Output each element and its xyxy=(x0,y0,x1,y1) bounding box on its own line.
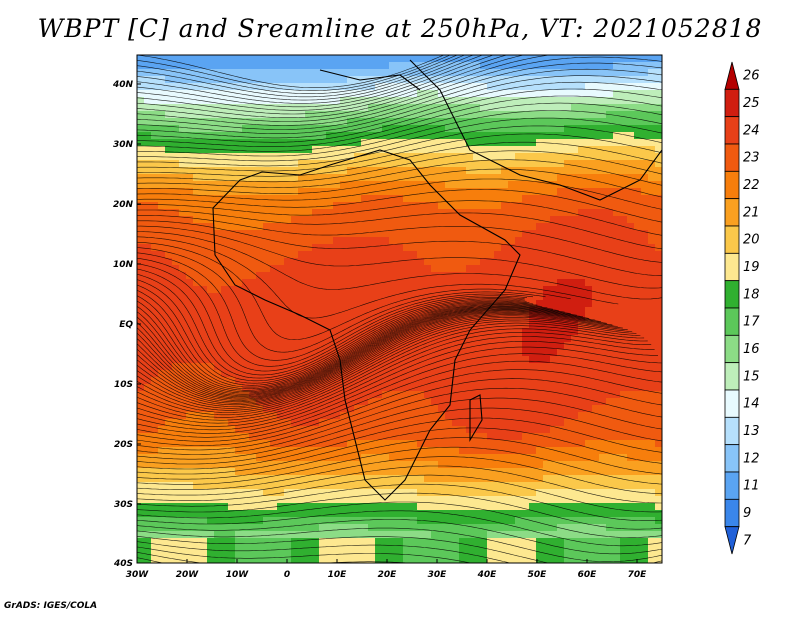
lon-label: 50E xyxy=(528,570,548,580)
colorbar-swatch xyxy=(724,88,740,118)
colorbar-swatch xyxy=(724,444,740,473)
colorbar-label: 19 xyxy=(743,260,760,275)
lat-label: EQ xyxy=(119,320,133,330)
colorbar-top-arrow xyxy=(724,61,740,90)
colorbar-label: 7 xyxy=(743,533,752,548)
grads-credit: GrADS: IGES/COLA xyxy=(4,601,98,611)
lat-label: 40S xyxy=(113,559,133,569)
longitude-labels: 30W 20W 10W 0 10E 20E 30E 40E 50E 60E 70E xyxy=(126,559,647,580)
colorbar-label: 21 xyxy=(743,205,760,220)
colorbar-swatch xyxy=(724,280,740,309)
colorbar-label: 18 xyxy=(743,287,760,302)
colorbar-swatch xyxy=(724,170,740,200)
lon-label: 30W xyxy=(126,570,150,580)
lon-label: 0 xyxy=(284,570,290,580)
lon-label: 60E xyxy=(578,570,598,580)
wbpt-field xyxy=(137,55,662,563)
colorbar-label: 12 xyxy=(743,451,760,466)
colorbar-swatch xyxy=(724,362,740,391)
map-area xyxy=(137,55,662,563)
colorbar: 26 25 24 23 22 21 20 19 18 17 16 15 14 13 12 11 9 7 xyxy=(724,61,760,555)
lon-label: 10W xyxy=(226,570,250,580)
colorbar-swatch xyxy=(724,198,740,227)
lon-label: 10E xyxy=(328,570,348,580)
colorbar-label: 16 xyxy=(743,342,760,357)
colorbar-label: 11 xyxy=(743,479,760,494)
lat-label: 20S xyxy=(114,440,133,450)
colorbar-swatch xyxy=(724,225,740,254)
colorbar-label: 15 xyxy=(743,369,760,384)
colorbar-label: 9 xyxy=(743,506,751,521)
colorbar-swatch xyxy=(724,498,740,528)
lat-label: 40N xyxy=(112,80,134,90)
colorbar-bottom-arrow xyxy=(724,526,740,555)
colorbar-swatch xyxy=(724,334,740,364)
lon-label: 20E xyxy=(378,570,398,580)
colorbar-label: 26 xyxy=(743,69,760,84)
colorbar-swatch xyxy=(724,116,740,145)
colorbar-swatch xyxy=(724,471,740,500)
map-frame xyxy=(136,54,663,564)
colorbar-swatch xyxy=(724,389,740,418)
colorbar-label: 17 xyxy=(743,315,760,330)
lat-label: 30S xyxy=(114,500,133,510)
colorbar-swatch xyxy=(724,307,740,336)
colorbar-label: 22 xyxy=(743,178,760,193)
colorbar-label: 24 xyxy=(743,123,760,138)
lon-label: 70E xyxy=(628,570,648,580)
colorbar-label: 25 xyxy=(743,96,760,111)
colorbar-swatch xyxy=(724,143,740,172)
lon-label: 40E xyxy=(477,570,498,580)
lat-label: 10S xyxy=(114,380,133,390)
colorbar-label: 14 xyxy=(743,397,760,412)
lat-label: 30N xyxy=(113,140,134,150)
colorbar-swatch xyxy=(724,416,740,446)
lat-label: 20N xyxy=(113,200,134,210)
colorbar-label: 20 xyxy=(743,233,760,248)
colorbar-label: 13 xyxy=(743,424,760,439)
latitude-labels: 40N 30N 20N 10N EQ 10S 20S 30S 40S xyxy=(112,80,141,569)
colorbar-label: 23 xyxy=(743,151,760,166)
lat-label: 10N xyxy=(113,260,134,270)
streamlines xyxy=(137,55,662,563)
chart-title: WBPT [C] and Sreamline at 250hPa, VT: 20… xyxy=(37,14,763,43)
lon-label: 20W xyxy=(176,570,200,580)
coastlines xyxy=(212,59,662,501)
lon-label: 30E xyxy=(428,570,448,580)
colorbar-swatch xyxy=(724,252,740,282)
